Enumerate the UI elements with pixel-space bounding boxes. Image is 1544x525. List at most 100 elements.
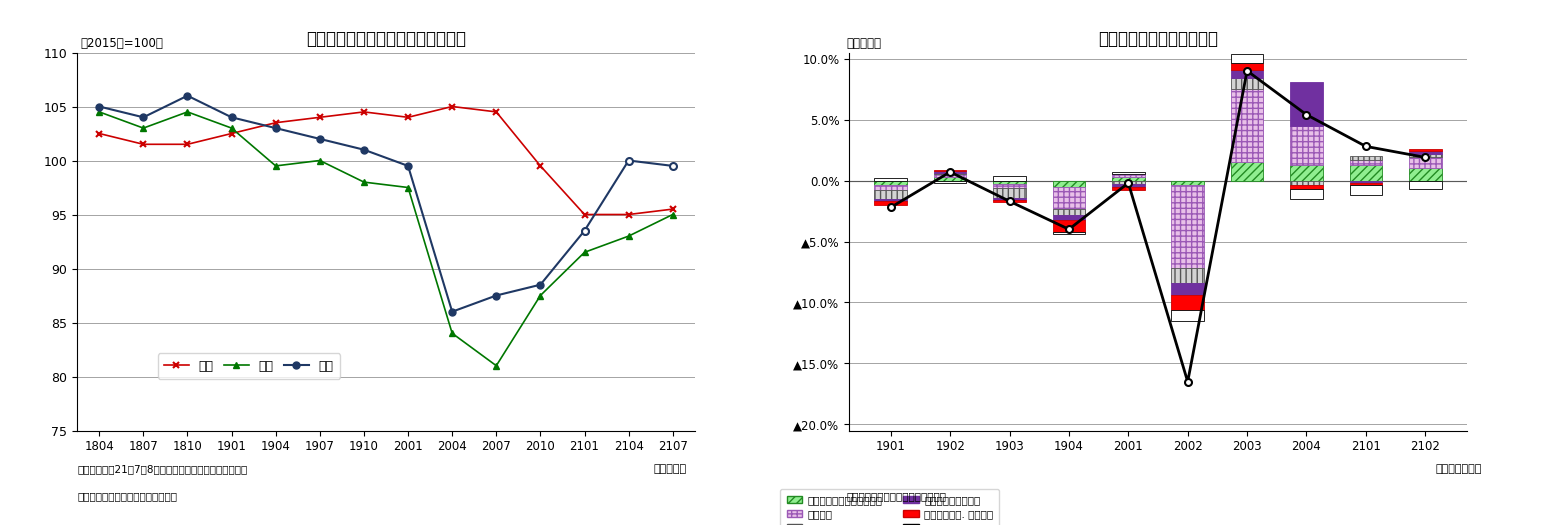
Bar — [1410, 158, 1442, 169]
Bar — [1349, 181, 1382, 183]
Bar — [1231, 89, 1263, 162]
生産 — [443, 309, 462, 315]
Text: （資料）経済産業省「鉱工業指数」: （資料）経済産業省「鉱工業指数」 — [846, 491, 946, 501]
在庫 — [531, 163, 550, 169]
Bar — [1410, 149, 1442, 151]
Bar — [874, 190, 908, 199]
生産 — [486, 292, 505, 299]
Line: 生産: 生産 — [96, 92, 588, 315]
Bar — [993, 184, 1025, 188]
Bar — [1231, 70, 1263, 78]
Bar — [934, 177, 967, 181]
Line: 在庫: 在庫 — [96, 103, 676, 218]
在庫 — [267, 120, 286, 126]
生産 — [267, 125, 286, 131]
Bar — [1410, 151, 1442, 154]
Bar — [1112, 177, 1144, 181]
Bar — [1291, 185, 1323, 189]
Bar — [1172, 181, 1204, 185]
Bar — [1172, 295, 1204, 310]
在庫 — [310, 114, 329, 120]
出荷 — [664, 212, 682, 218]
Bar — [1349, 156, 1382, 160]
Bar — [1231, 54, 1263, 64]
Bar — [1291, 82, 1323, 125]
Bar — [934, 170, 967, 171]
Bar — [993, 176, 1025, 181]
Text: （年・四半期）: （年・四半期） — [1436, 465, 1482, 475]
出荷 — [178, 109, 196, 115]
Bar — [1112, 186, 1144, 190]
Title: 鉱工業生産・出荷・在庫指数の推移: 鉱工業生産・出荷・在庫指数の推移 — [306, 30, 466, 48]
Bar — [1053, 208, 1085, 215]
生産 — [90, 103, 108, 110]
Bar — [934, 173, 967, 174]
Bar — [1291, 189, 1323, 199]
在庫 — [443, 103, 462, 110]
生産 — [576, 227, 594, 234]
在庫 — [619, 212, 638, 218]
出荷 — [486, 363, 505, 369]
Bar — [934, 174, 967, 177]
Bar — [993, 181, 1025, 184]
Title: 鉱工業生産の業種別寄与度: 鉱工業生産の業種別寄与度 — [1098, 30, 1218, 48]
生産 — [310, 136, 329, 142]
出荷 — [619, 233, 638, 239]
Bar — [1231, 162, 1263, 181]
Bar — [1112, 181, 1144, 184]
出荷 — [531, 292, 550, 299]
出荷 — [222, 125, 241, 131]
出荷 — [310, 158, 329, 164]
生産 — [134, 114, 153, 120]
Text: （資料）経済産業省「鉱工業指数」: （資料）経済産業省「鉱工業指数」 — [77, 491, 178, 501]
在庫 — [398, 114, 417, 120]
Bar — [1053, 232, 1085, 234]
Legend: 生産用・汎用・業務用機械, 輸送機械, 電子部品・デバイス、, 電気・情報通信機械, 化学工業（除. 医薬品）, その他: 生産用・汎用・業務用機械, 輸送機械, 電子部品・デバイス、, 電気・情報通信機… — [780, 489, 999, 525]
生産 — [178, 92, 196, 99]
在庫 — [134, 141, 153, 148]
在庫 — [178, 141, 196, 148]
Bar — [934, 171, 967, 173]
出荷 — [267, 163, 286, 169]
Bar — [1349, 160, 1382, 165]
生産 — [355, 146, 374, 153]
Bar — [1231, 64, 1263, 70]
出荷 — [576, 249, 594, 256]
Bar — [1291, 181, 1323, 185]
在庫 — [222, 130, 241, 136]
Bar — [993, 197, 1025, 200]
在庫 — [355, 109, 374, 115]
Text: （注）生産の21年7、8月は製造工業生産予測指数で延長: （注）生産の21年7、8月は製造工業生産予測指数で延長 — [77, 465, 247, 475]
生産 — [398, 163, 417, 169]
在庫 — [90, 130, 108, 136]
Text: （前期比）: （前期比） — [846, 37, 882, 50]
Bar — [1410, 169, 1442, 181]
Text: （年・月）: （年・月） — [655, 465, 687, 475]
Bar — [1172, 185, 1204, 268]
Bar — [993, 200, 1025, 203]
Bar — [1291, 165, 1323, 181]
Text: （2015年=100）: （2015年=100） — [80, 37, 164, 50]
Bar — [1349, 185, 1382, 195]
Legend: 在庫, 出荷, 生産: 在庫, 出荷, 生産 — [157, 353, 340, 379]
出荷 — [134, 125, 153, 131]
Bar — [1172, 268, 1204, 283]
在庫 — [486, 109, 505, 115]
Bar — [874, 199, 908, 201]
Bar — [1291, 125, 1323, 165]
Bar — [993, 188, 1025, 197]
Bar — [1053, 186, 1085, 208]
Bar — [1112, 172, 1144, 174]
Bar — [874, 178, 908, 181]
Bar — [1349, 165, 1382, 181]
生産 — [531, 281, 550, 288]
Bar — [1231, 78, 1263, 89]
Bar — [1112, 184, 1144, 186]
Bar — [874, 181, 908, 185]
在庫 — [576, 212, 594, 218]
Bar — [1112, 174, 1144, 177]
Line: 出荷: 出荷 — [96, 109, 676, 369]
在庫 — [664, 206, 682, 212]
Bar — [1053, 181, 1085, 186]
Bar — [1172, 283, 1204, 295]
